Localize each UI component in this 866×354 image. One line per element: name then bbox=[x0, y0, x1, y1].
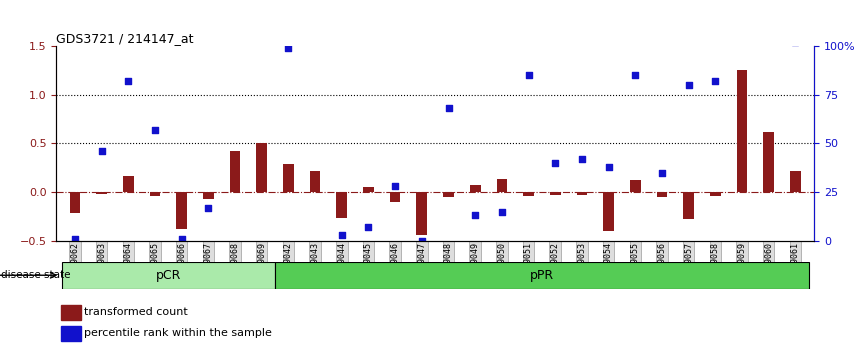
Text: pPR: pPR bbox=[530, 269, 554, 282]
Point bbox=[335, 232, 349, 238]
Bar bbox=[683, 192, 694, 219]
Point bbox=[548, 160, 562, 166]
Bar bbox=[61, 262, 275, 289]
Point bbox=[68, 236, 82, 241]
Point bbox=[121, 78, 135, 84]
Bar bbox=[177, 192, 187, 229]
Bar bbox=[656, 192, 668, 197]
Bar bbox=[96, 192, 107, 194]
Bar bbox=[443, 192, 454, 197]
Point bbox=[575, 156, 589, 162]
Point bbox=[629, 72, 643, 78]
Bar bbox=[604, 192, 614, 231]
Text: GDS3721 / 214147_at: GDS3721 / 214147_at bbox=[56, 32, 194, 45]
Bar bbox=[390, 192, 400, 202]
Bar bbox=[69, 192, 81, 213]
Bar bbox=[763, 132, 774, 192]
Bar bbox=[630, 181, 641, 192]
Bar bbox=[229, 151, 241, 192]
Point bbox=[148, 127, 162, 132]
Bar bbox=[123, 176, 133, 192]
Bar bbox=[61, 326, 81, 341]
Point bbox=[788, 39, 802, 45]
Text: pCR: pCR bbox=[156, 269, 181, 282]
Bar bbox=[550, 192, 560, 195]
Text: transformed count: transformed count bbox=[85, 307, 188, 317]
Point bbox=[682, 82, 695, 88]
Point bbox=[202, 205, 216, 210]
Point bbox=[175, 236, 189, 241]
Point bbox=[308, 32, 322, 37]
Bar bbox=[275, 262, 809, 289]
Bar bbox=[310, 171, 320, 192]
Bar bbox=[337, 192, 347, 218]
Point bbox=[361, 224, 375, 230]
Bar bbox=[577, 192, 587, 195]
Bar bbox=[737, 70, 747, 192]
Point bbox=[442, 105, 456, 111]
Text: percentile rank within the sample: percentile rank within the sample bbox=[85, 329, 272, 338]
Point bbox=[281, 45, 295, 51]
Bar bbox=[283, 164, 294, 192]
Bar bbox=[523, 192, 533, 196]
Point bbox=[388, 183, 402, 189]
Bar bbox=[363, 187, 374, 192]
Point bbox=[495, 209, 509, 214]
Bar bbox=[203, 192, 214, 199]
Point bbox=[255, 0, 268, 6]
Bar bbox=[61, 305, 81, 320]
Bar bbox=[150, 192, 160, 196]
Point bbox=[708, 78, 722, 84]
Point bbox=[415, 238, 429, 244]
Point bbox=[602, 164, 616, 170]
Bar bbox=[710, 192, 721, 196]
Bar bbox=[496, 179, 507, 192]
Bar bbox=[470, 185, 481, 192]
Bar bbox=[417, 192, 427, 235]
Bar bbox=[256, 143, 267, 192]
Bar bbox=[790, 171, 801, 192]
Point bbox=[469, 212, 482, 218]
Point bbox=[521, 72, 535, 78]
Point bbox=[228, 4, 242, 10]
Text: disease state: disease state bbox=[1, 270, 70, 280]
Point bbox=[655, 170, 669, 175]
Point bbox=[94, 148, 108, 154]
